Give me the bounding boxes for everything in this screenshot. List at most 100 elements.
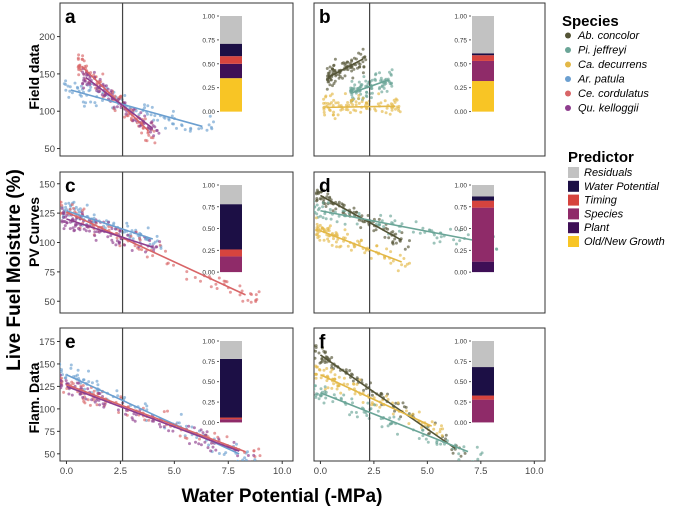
point-qukelloggii bbox=[97, 90, 101, 94]
point-cecordulatus bbox=[254, 293, 258, 297]
point-qukelloggii bbox=[132, 412, 136, 416]
point-abconcolor bbox=[361, 71, 365, 75]
bar-tick-label: 0.25 bbox=[454, 248, 467, 255]
legend-predictor-label: Old/New Growth bbox=[584, 236, 665, 248]
point-arpatula bbox=[69, 366, 73, 370]
fit-line-cadecurrens bbox=[320, 374, 432, 427]
x-tick-label: 5.0 bbox=[421, 466, 434, 477]
point-abconcolor bbox=[320, 357, 324, 360]
point-qukelloggii bbox=[68, 227, 72, 231]
point-qukelloggii bbox=[110, 227, 114, 231]
x-tick-label: 10.0 bbox=[525, 466, 544, 477]
point-arpatula bbox=[68, 85, 72, 89]
point-qukelloggii bbox=[75, 381, 79, 385]
point-abconcolor bbox=[325, 78, 329, 82]
point-abconcolor bbox=[384, 226, 388, 230]
point-arpatula bbox=[131, 237, 135, 241]
point-cadecurrens bbox=[328, 94, 332, 98]
point-pijeffreyi bbox=[457, 458, 461, 461]
point-qukelloggii bbox=[171, 429, 175, 433]
point-cadecurrens bbox=[322, 227, 326, 231]
point-cadecurrens bbox=[376, 102, 380, 106]
point-abconcolor bbox=[325, 195, 329, 199]
point-abconcolor bbox=[351, 76, 355, 80]
point-cadecurrens bbox=[407, 422, 411, 426]
point-pijeffreyi bbox=[369, 96, 373, 100]
point-pijeffreyi bbox=[350, 397, 354, 401]
point-arpatula bbox=[126, 224, 130, 228]
point-pijeffreyi bbox=[388, 70, 391, 74]
point-cecordulatus bbox=[81, 54, 85, 58]
point-cecordulatus bbox=[214, 282, 218, 286]
bar-tick-label: 0.50 bbox=[454, 61, 467, 68]
point-cadecurrens bbox=[400, 263, 404, 267]
point-qukelloggii bbox=[85, 83, 89, 86]
panel-e: 50 75 100 125 150 175 0.0 2.5 5.0 7.5 10.0 e 0.00 0.2… bbox=[39, 327, 294, 477]
point-abconcolor bbox=[343, 63, 347, 67]
point-arpatula bbox=[76, 368, 80, 372]
point-pijeffreyi bbox=[365, 414, 369, 417]
point-abconcolor bbox=[360, 214, 364, 218]
point-cadecurrens bbox=[331, 104, 335, 107]
bar-tick-label: 0.25 bbox=[202, 248, 215, 255]
point-pijeffreyi bbox=[324, 217, 328, 221]
point-cadecurrens bbox=[383, 256, 387, 260]
point-qukelloggii bbox=[187, 424, 191, 428]
point-pijeffreyi bbox=[382, 225, 386, 229]
point-cecordulatus bbox=[57, 374, 60, 377]
panel-frame bbox=[313, 2, 546, 157]
point-abconcolor bbox=[334, 207, 338, 211]
point-pijeffreyi bbox=[326, 201, 330, 205]
y-tick-label: 100 bbox=[39, 404, 55, 415]
point-arpatula bbox=[70, 91, 74, 95]
point-pijeffreyi bbox=[343, 222, 347, 226]
legend-species-label: Qu. kelloggii bbox=[578, 103, 639, 115]
point-qukelloggii bbox=[149, 130, 152, 134]
legend-predictor-swatch bbox=[568, 180, 579, 192]
point-qukelloggii bbox=[199, 428, 203, 432]
point-cecordulatus bbox=[119, 395, 123, 399]
variance-bar: 0.00 0.25 0.50 0.75 1.00 bbox=[202, 183, 242, 277]
panel-letter: a bbox=[65, 7, 76, 28]
panel-c: 50 75 100 125 150 c 0.00 0.25 0.50 0.75 1.00 bbox=[39, 171, 294, 314]
point-abconcolor bbox=[337, 73, 341, 77]
fit-line-abconcolor bbox=[328, 58, 364, 78]
point-pijeffreyi bbox=[421, 226, 425, 230]
point-cecordulatus bbox=[78, 65, 82, 69]
point-arpatula bbox=[81, 378, 85, 382]
point-cecordulatus bbox=[185, 277, 189, 281]
point-qukelloggii bbox=[80, 211, 84, 215]
point-abconcolor bbox=[331, 209, 335, 213]
legend-predictor-label: Species bbox=[584, 208, 624, 220]
point-abconcolor bbox=[463, 451, 467, 455]
point-arpatula bbox=[76, 208, 80, 212]
point-arpatula bbox=[72, 200, 76, 204]
point-cadecurrens bbox=[331, 113, 335, 117]
point-qukelloggii bbox=[205, 430, 209, 434]
point-pijeffreyi bbox=[466, 233, 470, 237]
point-arpatula bbox=[116, 394, 120, 398]
point-arpatula bbox=[207, 123, 211, 127]
point-cecordulatus bbox=[146, 130, 150, 134]
point-qukelloggii bbox=[68, 220, 72, 224]
point-arpatula bbox=[171, 109, 175, 113]
point-arpatula bbox=[87, 89, 91, 93]
point-arpatula bbox=[143, 106, 147, 110]
point-qukelloggii bbox=[115, 105, 119, 109]
point-cecordulatus bbox=[123, 115, 126, 119]
legend-species-dot bbox=[565, 32, 571, 39]
point-arpatula bbox=[163, 116, 167, 120]
point-arpatula bbox=[89, 85, 93, 89]
point-pijeffreyi bbox=[337, 214, 341, 218]
point-qukelloggii bbox=[194, 440, 197, 444]
point-abconcolor bbox=[391, 242, 395, 246]
point-cecordulatus bbox=[199, 279, 202, 283]
bar-tick-label: 0.00 bbox=[202, 270, 215, 277]
panel-letter: d bbox=[319, 176, 331, 197]
point-qukelloggii bbox=[158, 240, 162, 244]
point-cadecurrens bbox=[365, 101, 369, 105]
point-pijeffreyi bbox=[374, 72, 378, 76]
point-cecordulatus bbox=[115, 236, 119, 240]
point-qukelloggii bbox=[82, 86, 86, 90]
point-pijeffreyi bbox=[421, 428, 425, 432]
